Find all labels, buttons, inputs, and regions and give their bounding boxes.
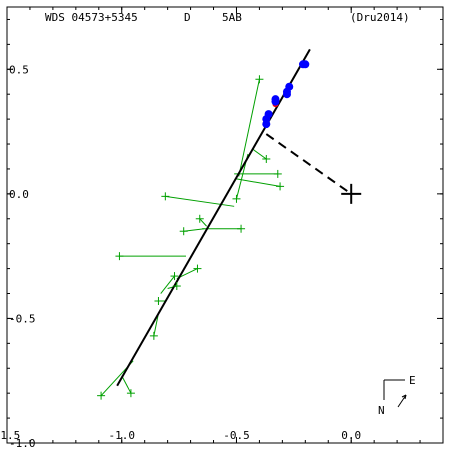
y-tick-label: -0.5 [9, 312, 36, 325]
node-line [265, 133, 352, 195]
observation-points [97, 60, 310, 400]
x-tick-label: -1.5 [0, 429, 20, 442]
node-line-group [265, 133, 352, 195]
wds-label: WDS 04573+5345 [45, 11, 138, 24]
x-tick-label: -1.0 [108, 429, 135, 442]
residual-line [153, 313, 159, 336]
compass-north-label: N [378, 404, 385, 417]
y-tick-label: 0.5 [9, 63, 29, 76]
residual-line [160, 275, 175, 294]
blue-point [271, 97, 280, 106]
x-tick-label: 0.0 [341, 429, 361, 442]
blue-point [301, 60, 310, 69]
blue-point [282, 90, 291, 99]
orbit-line [116, 48, 311, 387]
residual-line [236, 178, 281, 187]
y-tick-label: 0.0 [9, 188, 29, 201]
compass-arrowhead-a [404, 394, 407, 400]
plot-frame [6, 6, 444, 444]
reference-label: (Dru2014) [350, 11, 410, 24]
y-tick-label: -1.0 [9, 437, 36, 450]
residual-line [121, 375, 132, 394]
residual-line [199, 218, 208, 227]
compass: E N [378, 374, 416, 417]
residual-line [238, 79, 260, 177]
flag-label: D [184, 11, 191, 24]
x-tick-label: -0.5 [223, 429, 250, 442]
pair-label: 5AB [222, 11, 242, 24]
compass-east-label: E [409, 374, 416, 387]
axis-ticks: -1.5-1.0-0.50.00.50.0-0.5-1.0 [0, 7, 443, 450]
compass-motion-arrow [397, 394, 407, 408]
primary-star-marker [341, 183, 362, 204]
residual-line [252, 148, 267, 160]
residual-line [165, 195, 235, 207]
compass-arrowhead-b [401, 394, 407, 398]
residual-lines [100, 79, 281, 397]
blue-point [262, 120, 271, 129]
orbit-curve [116, 48, 311, 387]
